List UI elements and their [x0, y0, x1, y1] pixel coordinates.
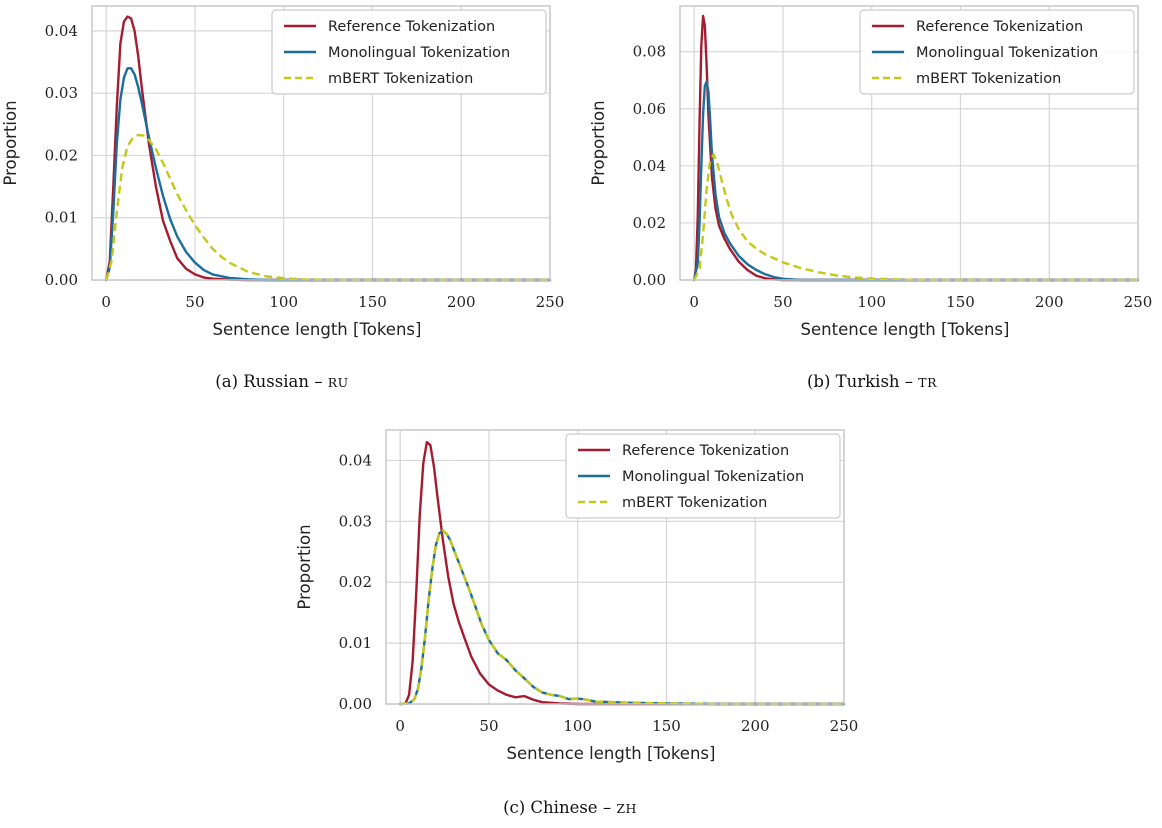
y-tick-label: 0.03 [339, 512, 372, 530]
plot-frame [385, 429, 845, 705]
y-tick-label: 0.03 [45, 84, 78, 102]
series-line-2 [104, 67, 552, 282]
legend-label-2: Monolingual Tokenization [622, 469, 804, 485]
y-tick-label: 0.06 [633, 100, 666, 118]
caption-text: (b) Turkish – [807, 372, 918, 391]
x-tick-label: 50 [479, 717, 498, 735]
legend: Reference Tokenization Monolingual Tokeni… [565, 433, 841, 519]
series-line-3 [400, 529, 844, 706]
y-tick-label: 0.00 [633, 271, 666, 289]
caption-text: (a) Russian – [215, 372, 327, 391]
series-line-3 [105, 133, 550, 282]
y-tick-label: 0.01 [339, 634, 372, 652]
x-axis-label: Sentence length [Tokens] [213, 320, 422, 339]
x-tick-label: 0 [101, 293, 111, 311]
chart-panel-2: 0 50 100 150 200 250 0.00 0.02 0.04 0.06 0.08 Sente… [589, 5, 1153, 391]
y-tick-label: 0.02 [633, 214, 666, 232]
series-line-2 [693, 80, 1140, 282]
y-tick-label: 0.04 [633, 157, 666, 175]
x-tick-label: 250 [1124, 293, 1153, 311]
legend-label-3: mBERT Tokenization [622, 495, 767, 511]
legend-label-3: mBERT Tokenization [916, 71, 1061, 87]
caption-language-code: ZH [616, 801, 637, 816]
x-tick-label: 250 [830, 717, 859, 735]
y-tick-label: 0.01 [45, 209, 78, 227]
x-tick-label: 0 [689, 293, 699, 311]
caption-language-code: RU [328, 375, 349, 390]
legend-label-1: Reference Tokenization [328, 19, 495, 35]
plot-frame [91, 5, 551, 281]
legend-label-1: Reference Tokenization [622, 443, 789, 459]
x-axis-label: Sentence length [Tokens] [507, 744, 716, 763]
x-tick-label: 100 [269, 293, 298, 311]
x-tick-label: 200 [447, 293, 476, 311]
x-tick-label: 100 [857, 293, 886, 311]
x-tick-label: 50 [773, 293, 792, 311]
x-tick-label: 50 [185, 293, 204, 311]
x-axis-label: Sentence length [Tokens] [801, 320, 1010, 339]
caption-text: (c) Chinese – [503, 798, 616, 817]
series-line-3 [693, 153, 1138, 282]
subfigure-caption: (c) Chinese – ZH [503, 798, 637, 817]
legend-box [565, 433, 841, 519]
legend-label-3: mBERT Tokenization [328, 71, 473, 87]
series-line-1 [104, 15, 552, 282]
caption-language-code: TR [918, 375, 937, 390]
chart-panel-1: 0 50 100 150 200 250 0.00 0.01 0.02 0.03 0.04 Sente… [1, 5, 565, 391]
chart-panel-3: 0 50 100 150 200 250 0.00 0.01 0.02 0.03 0.04 Sente… [295, 429, 859, 817]
legend-label-2: Monolingual Tokenization [916, 45, 1098, 61]
x-tick-label: 100 [563, 717, 592, 735]
series-line-1 [693, 14, 1140, 282]
y-tick-label: 0.02 [45, 146, 78, 164]
legend: Reference Tokenization Monolingual Tokeni… [271, 9, 547, 95]
y-tick-label: 0.04 [339, 451, 372, 469]
y-axis-label: Proportion [295, 524, 314, 609]
y-tick-label: 0.00 [45, 271, 78, 289]
x-tick-label: 200 [1035, 293, 1064, 311]
x-tick-label: 200 [741, 717, 770, 735]
x-tick-label: 250 [536, 293, 565, 311]
y-tick-label: 0.04 [45, 22, 78, 40]
y-tick-label: 0.08 [633, 43, 666, 61]
legend: Reference Tokenization Monolingual Tokeni… [859, 9, 1135, 95]
subfigure-caption: (a) Russian – RU [215, 372, 348, 391]
legend-box [271, 9, 547, 95]
x-tick-label: 150 [358, 293, 387, 311]
x-tick-label: 150 [946, 293, 975, 311]
x-tick-label: 150 [652, 717, 681, 735]
series-line-1 [399, 440, 846, 706]
plot-frame [679, 5, 1139, 281]
y-axis-label: Proportion [1, 100, 20, 185]
legend-label-2: Monolingual Tokenization [328, 45, 510, 61]
y-axis-label: Proportion [589, 100, 608, 185]
y-tick-label: 0.00 [339, 695, 372, 713]
x-tick-label: 0 [395, 717, 405, 735]
subfigure-caption: (b) Turkish – TR [807, 372, 937, 391]
legend-label-1: Reference Tokenization [916, 19, 1083, 35]
y-tick-label: 0.02 [339, 573, 372, 591]
legend-box [859, 9, 1135, 95]
